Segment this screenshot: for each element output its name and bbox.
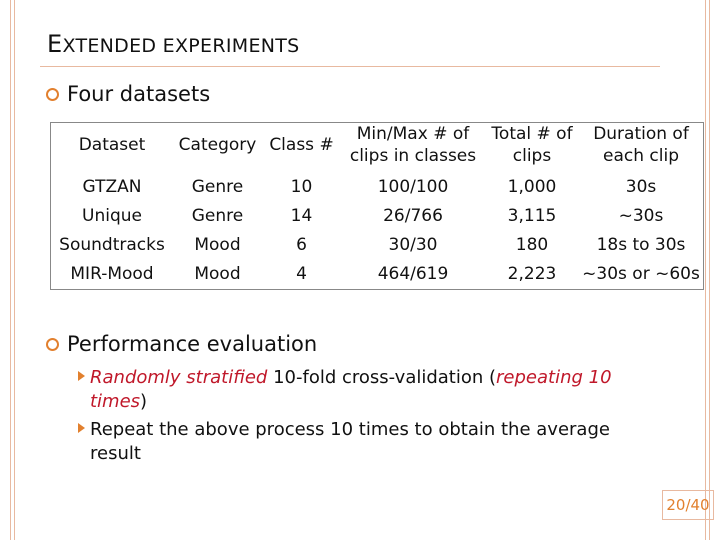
sub-bullet: Repeat the above process 10 times to obt… xyxy=(70,418,655,466)
sub-bullet-text: Repeat the above process 10 times to obt… xyxy=(90,419,610,464)
sub-bullet-text: ) xyxy=(140,391,148,412)
table-row: GTZAN Genre 10 100/100 1,000 30s xyxy=(51,173,704,202)
table-cell: 6 xyxy=(296,235,307,255)
table-cell: Genre xyxy=(191,206,244,226)
table-cell: ~30s or ~60s xyxy=(582,264,700,284)
table-cell: Soundtracks xyxy=(59,235,165,255)
table-cell: 1,000 xyxy=(507,177,557,197)
table-cell: 100/100 xyxy=(377,177,449,197)
table-cell: 30/30 xyxy=(388,235,438,255)
bullet-icon xyxy=(46,337,59,351)
table-cell: Mood xyxy=(194,264,241,284)
table-cell: 26/766 xyxy=(383,206,443,226)
sub-bullet-text: Randomly stratified xyxy=(90,367,268,388)
column-header: Category xyxy=(178,135,257,155)
table-cell: 18s to 30s xyxy=(596,235,686,255)
sub-bullet-text: repeating 10 times xyxy=(90,367,612,412)
sub-bullet-icon xyxy=(78,423,85,433)
table-cell: 4 xyxy=(296,264,307,284)
title-rule xyxy=(40,66,660,67)
table-cell: 3,115 xyxy=(507,206,557,226)
frame-line xyxy=(10,0,11,540)
column-header: Total # of clips xyxy=(491,124,573,166)
column-header: Class # xyxy=(269,135,334,155)
table-row: MIR-Mood Mood 4 464/619 2,223 ~30s or ~60s xyxy=(51,260,704,290)
frame-line xyxy=(14,0,15,540)
bullet-icon xyxy=(46,87,59,101)
table-row: Soundtracks Mood 6 30/30 180 18s to 30s xyxy=(51,231,704,260)
table-cell: MIR-Mood xyxy=(70,264,154,284)
table-cell: 464/619 xyxy=(377,264,449,284)
frame-line xyxy=(705,0,706,540)
table-cell: 30s xyxy=(625,177,657,197)
table-cell: ~30s xyxy=(618,206,664,226)
table-cell: GTZAN xyxy=(82,177,142,197)
column-header: Duration of each clip xyxy=(593,124,689,166)
table-cell: Unique xyxy=(82,206,142,226)
page-number: 20/40 xyxy=(662,490,714,520)
frame-line xyxy=(709,0,710,540)
column-header: Dataset xyxy=(78,135,146,155)
table-cell: 14 xyxy=(290,206,313,226)
sub-bullet-text: 10-fold cross-validation ( xyxy=(267,367,497,388)
dataset-table: Dataset Category Class # Min/Max # of clips… xyxy=(50,122,704,290)
table-cell: Mood xyxy=(194,235,241,255)
table-row: Unique Genre 14 26/766 3,115 ~30s xyxy=(51,202,704,231)
table-cell: Genre xyxy=(191,177,244,197)
table-cell: 10 xyxy=(290,177,313,197)
bullet-text: Four datasets xyxy=(67,82,211,106)
sub-bullet-icon xyxy=(78,371,85,381)
table-cell: 2,223 xyxy=(507,264,557,284)
sub-bullets: Randomly stratified 10-fold cross-valida… xyxy=(70,366,655,470)
bullet-text: Performance evaluation xyxy=(67,332,318,356)
slide-title: EXTENDED EXPERIMENTS xyxy=(47,30,300,58)
bullet: Four datasets xyxy=(46,82,210,106)
bullet: Performance evaluation xyxy=(46,332,317,356)
column-header: Min/Max # of clips in classes xyxy=(349,124,477,166)
header-row: Dataset Category Class # Min/Max # of clips… xyxy=(51,123,704,174)
sub-bullet: Randomly stratified 10-fold cross-valida… xyxy=(70,366,655,414)
table-cell: 180 xyxy=(515,235,549,255)
